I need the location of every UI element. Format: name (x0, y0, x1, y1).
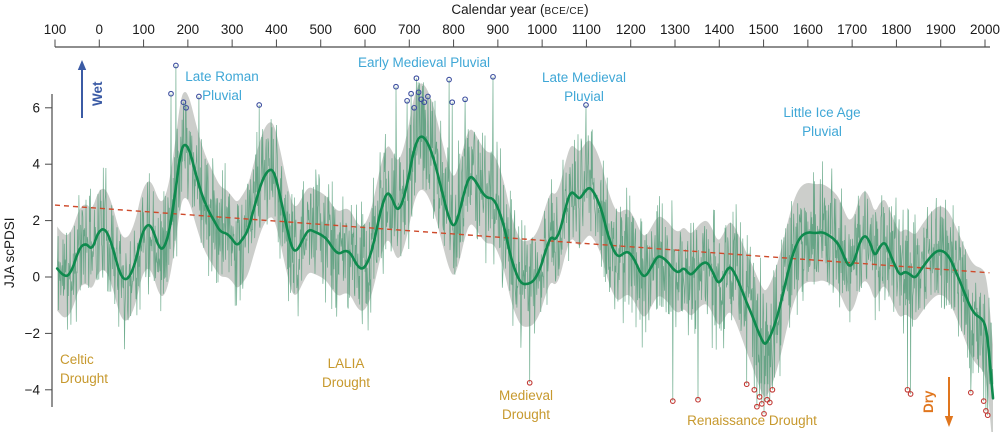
wet-extreme-marker (168, 90, 174, 97)
x-axis-title-close: ) (584, 2, 589, 17)
annotation-line: Late Roman (185, 69, 259, 84)
x-axis-title: Calendar year (BCE/CE) (451, 2, 588, 17)
x-axis-tick-label: 2000 (970, 22, 1000, 37)
dry-extreme-marker (907, 391, 914, 397)
x-axis-tick-label: 100 (44, 22, 67, 37)
annotation-line: LALIA (327, 356, 365, 371)
y-axis-title: JJA scPDSI (2, 217, 17, 289)
annual-series-line (56, 65, 994, 416)
x-axis-tick-label: 600 (354, 22, 377, 37)
wet-extreme-marker (404, 97, 410, 104)
annotation-line: Drought (321, 375, 371, 390)
dry-extreme-marker (695, 396, 701, 403)
wet-extreme-marker (490, 73, 496, 80)
annotation-line: Early Medieval Pluvial (357, 55, 491, 70)
wet-extreme-marker (393, 83, 399, 90)
dry-extreme-marker (758, 401, 765, 407)
wet-extreme-marker (418, 96, 425, 103)
annotation-line: Drought (501, 407, 551, 422)
annotation-line: Medieval (498, 388, 554, 403)
dry-extreme-marker (751, 386, 758, 393)
y-axis-tick-label: −4 (25, 382, 41, 397)
wet-extreme-marker (449, 99, 456, 106)
dry-extreme-marker (904, 386, 911, 393)
dry-extreme-marker (967, 389, 974, 396)
annotation-medieval-drought: Medieval Drought (499, 386, 553, 424)
dry-arrow-head (944, 416, 954, 427)
dry-label: Dry (921, 390, 936, 414)
smoothed-series-line (55, 135, 995, 400)
annotation-line: Pluvial (802, 124, 842, 139)
x-axis-tick-label: 1700 (837, 22, 867, 37)
dry-extreme-marker (766, 399, 773, 406)
annotation-lalia-drought: LALIA Drought (322, 354, 370, 392)
wet-extreme-marker (196, 93, 202, 100)
annotation-renaissance-drought: Renaissance Drought (687, 411, 817, 430)
wet-label: Wet (90, 81, 105, 107)
annotation-line: Little Ice Age (783, 105, 861, 120)
x-axis-tick-label: 1600 (793, 22, 823, 37)
annotation-line: Pluvial (202, 88, 242, 103)
y-axis-tick-label: 4 (32, 157, 40, 172)
x-axis-tick-label: 0 (96, 22, 104, 37)
x-axis-tick-label: 200 (177, 22, 200, 37)
wet-arrow-head (77, 60, 87, 70)
x-axis-tick-label: 1400 (704, 22, 734, 37)
dry-extreme-marker (761, 410, 767, 417)
wet-extreme-marker (256, 102, 263, 108)
y-axis-tick-label: 0 (32, 270, 40, 285)
x-axis-tick-label: 1300 (660, 22, 690, 37)
x-axis-title-text: Calendar year ( (451, 2, 545, 17)
dry-extreme-marker (669, 398, 676, 404)
y-axis-tick-label: −2 (25, 326, 40, 341)
x-axis-tick-label: 100 (132, 22, 155, 37)
wet-extreme-marker (462, 96, 468, 103)
annotation-line: Celtic (60, 352, 94, 367)
x-axis-tick-label: 300 (221, 22, 244, 37)
wet-extreme-marker (425, 93, 431, 100)
y-axis-tick-label: 2 (32, 213, 40, 228)
x-axis-tick-label: 1000 (527, 22, 557, 37)
x-axis-tick-label: 700 (398, 22, 421, 37)
dry-extreme-marker (526, 379, 533, 386)
annotation-line: Late Medieval (541, 70, 627, 85)
wet-extreme-marker (583, 102, 589, 108)
x-axis-tick-label: 800 (442, 22, 465, 37)
x-axis-tick-label: 1200 (616, 22, 646, 37)
wet-extreme-marker (413, 75, 420, 82)
annotation-late-medieval-pluvial: Late Medieval Pluvial (542, 68, 626, 106)
y-axis-tick-label: 6 (32, 100, 40, 115)
wet-extreme-marker (408, 90, 414, 97)
dry-extreme-marker (984, 412, 991, 419)
wet-extreme-marker (183, 104, 189, 111)
annotation-late-roman-pluvial: Late Roman Pluvial (185, 67, 259, 105)
dry-extreme-marker (756, 394, 763, 400)
x-axis-tick-label: 1900 (926, 22, 956, 37)
annotation-line: Drought (60, 371, 109, 386)
x-axis-tick-label: 1800 (881, 22, 911, 37)
wet-extreme-marker (415, 89, 422, 96)
annotation-line: Pluvial (564, 89, 604, 104)
wet-extreme-marker (173, 62, 179, 69)
x-axis-tick-label: 1500 (749, 22, 779, 37)
x-axis-tick-label: 1100 (572, 22, 601, 37)
dry-extreme-marker (754, 403, 760, 410)
annotation-celtic-drought: Celtic Drought (60, 350, 108, 388)
wet-extreme-marker (180, 99, 187, 106)
wet-extreme-marker (411, 104, 418, 111)
annotation-line: Renaissance Drought (687, 413, 817, 428)
dry-extreme-marker (743, 381, 750, 388)
dry-extreme-marker (769, 386, 776, 393)
x-axis-tick-label: 500 (309, 22, 332, 37)
x-axis-tick-label: 400 (265, 22, 288, 37)
annotation-early-medieval-pluvial: Early Medieval Pluvial (358, 53, 490, 72)
annotation-little-ice-age-pluvial: Little Ice Age Pluvial (783, 103, 860, 141)
x-axis-tick-label: 900 (487, 22, 510, 37)
wet-extreme-marker (446, 76, 452, 83)
x-axis-title-era: BCE/CE (544, 6, 585, 17)
dry-extreme-marker (980, 398, 987, 404)
wet-extreme-marker (421, 99, 428, 106)
